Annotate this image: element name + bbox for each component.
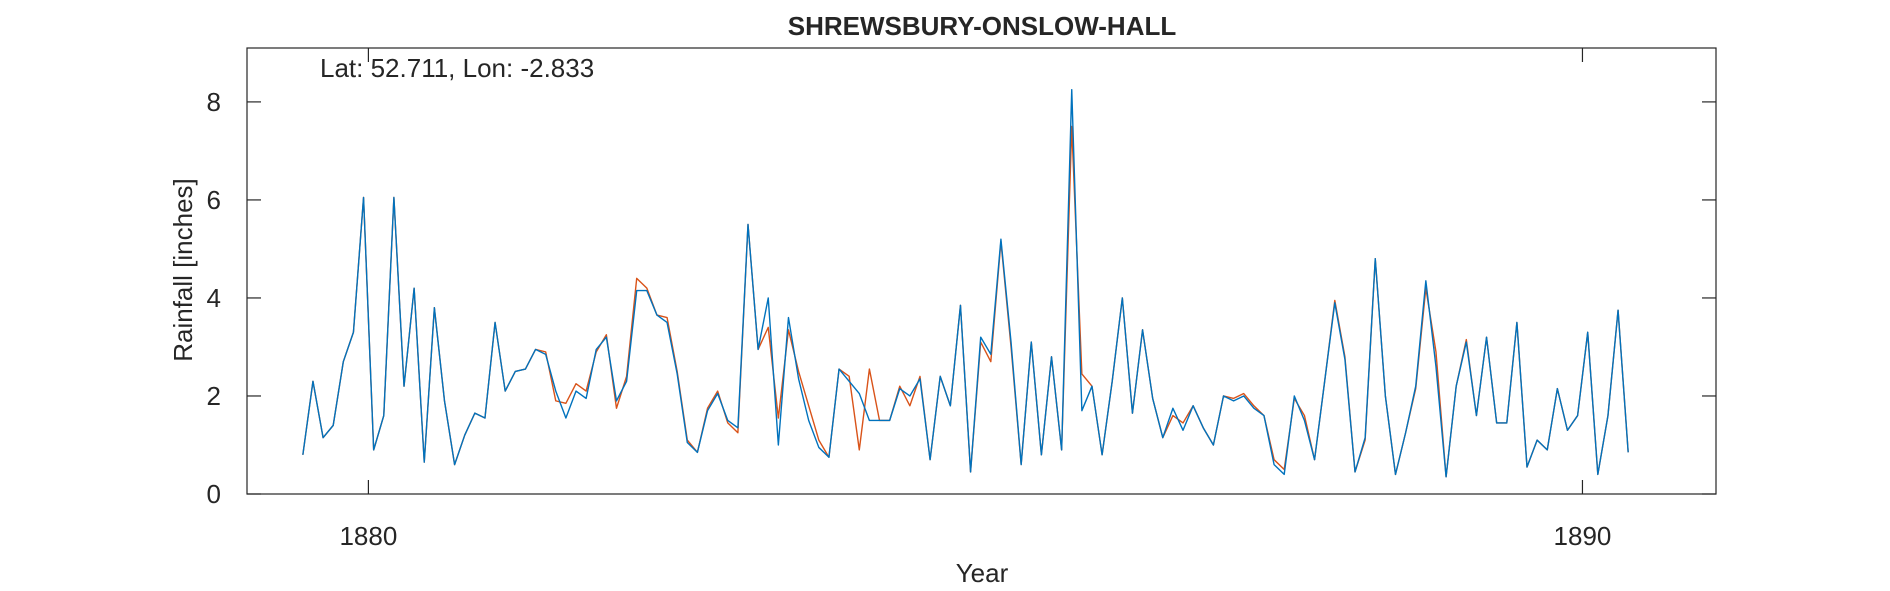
y-tick-label: 2 [207,381,221,411]
location-annotation: Lat: 52.711, Lon: -2.833 [320,53,594,83]
plot-area [247,48,1716,494]
y-tick-label: 0 [207,479,221,509]
series-layer [302,88,1629,478]
y-tick-label: 4 [207,283,221,313]
x-axis-label: Year [956,558,1009,588]
chart-title: SHREWSBURY-ONSLOW-HALL [788,11,1177,41]
axes-layer: 1880 1890 0 2 4 6 8 [207,47,1717,551]
plot-background [247,48,1716,494]
y-tick-label: 8 [207,87,221,117]
y-axis-label: Rainfall [inches] [168,178,198,362]
axes-box [246,47,1717,495]
x-tick-label: 1880 [339,521,397,551]
y-tick-label: 6 [207,185,221,215]
x-tick-label: 1890 [1554,521,1612,551]
series-line-2 [302,88,1629,478]
